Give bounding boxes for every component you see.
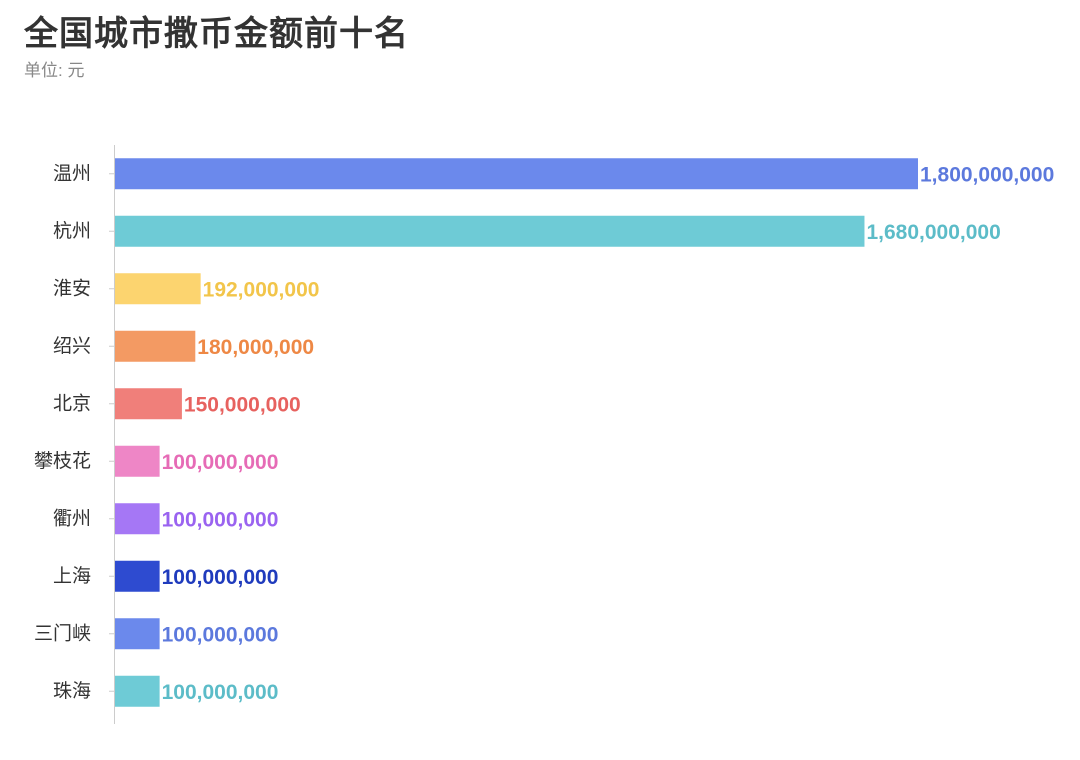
bar-2 bbox=[115, 273, 201, 305]
bar-4 bbox=[115, 388, 182, 420]
bar-7 bbox=[115, 560, 160, 592]
bar-value-label: 1,800,000,000 bbox=[920, 163, 1054, 186]
y-tick-label: 绍兴 bbox=[53, 335, 91, 357]
y-tick-label: 攀枝花 bbox=[34, 450, 91, 472]
bar-6 bbox=[115, 503, 160, 535]
y-tick-label: 三门峡 bbox=[34, 622, 91, 644]
chart-title: 全国城市撒币金额前十名 bbox=[24, 15, 409, 53]
bar-8 bbox=[115, 618, 160, 650]
bar-value-label: 100,000,000 bbox=[162, 681, 279, 704]
y-tick-label: 杭州 bbox=[53, 220, 91, 242]
y-tick-label: 淮安 bbox=[53, 277, 91, 299]
bar-1 bbox=[115, 215, 865, 247]
bar-value-label: 100,000,000 bbox=[162, 566, 279, 589]
bar-value-label: 150,000,000 bbox=[184, 393, 301, 416]
bar-5 bbox=[115, 445, 160, 477]
y-tick-label: 温州 bbox=[53, 162, 91, 184]
bar-value-label: 180,000,000 bbox=[197, 336, 314, 359]
bar-0 bbox=[115, 158, 918, 190]
bar-3 bbox=[115, 330, 196, 362]
bar-value-label: 100,000,000 bbox=[162, 451, 279, 474]
y-tick-label: 衢州 bbox=[53, 507, 91, 529]
bar-9 bbox=[115, 675, 160, 707]
bar-value-label: 1,680,000,000 bbox=[866, 221, 1000, 244]
y-tick-label: 北京 bbox=[53, 392, 91, 414]
bar-value-label: 192,000,000 bbox=[203, 278, 320, 301]
bar-value-label: 100,000,000 bbox=[162, 508, 279, 531]
chart-subtitle: 单位: 元 bbox=[24, 61, 85, 80]
y-tick-label: 珠海 bbox=[53, 680, 91, 702]
bar-value-label: 100,000,000 bbox=[162, 623, 279, 646]
y-tick-label: 上海 bbox=[53, 565, 91, 587]
bars-group: 温州 1,800,000,000 杭州 1,680,000,000 淮安 192,000,… bbox=[34, 158, 1054, 707]
